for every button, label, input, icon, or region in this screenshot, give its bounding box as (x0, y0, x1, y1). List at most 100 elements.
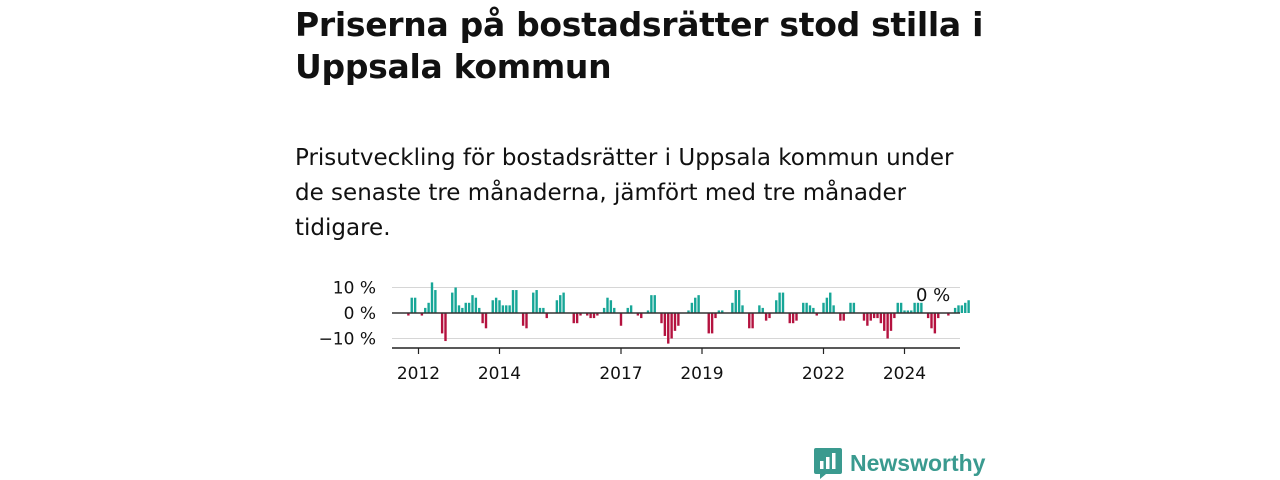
bar (491, 300, 494, 313)
bar (410, 297, 413, 313)
bar (930, 313, 933, 329)
bar (815, 313, 818, 316)
bar (808, 305, 812, 313)
bar (430, 282, 434, 313)
bar (538, 307, 542, 313)
y-tick-label: 0 % (344, 304, 376, 324)
bar (802, 302, 805, 313)
page-title: Priserna på bostadsrätter stod stilla i … (295, 5, 984, 86)
bar (650, 295, 653, 313)
bar (629, 305, 633, 313)
bar (481, 313, 484, 324)
bar (920, 302, 923, 313)
last-value-annotation: 0 % (916, 285, 950, 306)
bar (673, 313, 677, 331)
bar (812, 307, 815, 313)
bar (592, 313, 596, 319)
bar (555, 300, 559, 313)
bar (525, 313, 528, 329)
bar (872, 313, 876, 319)
bar (761, 307, 764, 313)
bar (670, 313, 673, 339)
bar (957, 305, 960, 313)
bar (535, 290, 538, 313)
bar (602, 307, 606, 313)
bar (532, 292, 535, 313)
bar (667, 313, 670, 344)
bar (434, 290, 437, 313)
bar (707, 313, 710, 334)
x-tick-label: 2017 (599, 364, 642, 384)
bar (545, 313, 548, 319)
bar (953, 307, 957, 313)
bar (454, 287, 457, 313)
bar (751, 313, 754, 329)
bar (636, 313, 640, 316)
bar (451, 292, 454, 313)
bar (832, 305, 835, 313)
bar (474, 297, 478, 313)
bar (926, 313, 930, 319)
bar (822, 302, 825, 313)
bar (788, 313, 791, 324)
bar (768, 313, 771, 319)
bar (640, 313, 643, 319)
bar (937, 313, 940, 319)
bar (478, 307, 481, 313)
bar (413, 297, 417, 313)
bar (748, 313, 751, 329)
y-tick-label: −10 % (319, 330, 376, 350)
bar (913, 302, 916, 313)
bar (764, 313, 768, 321)
bar (839, 313, 842, 321)
bar (494, 297, 498, 313)
bar (849, 302, 852, 313)
bar (842, 313, 845, 321)
bar (440, 313, 444, 334)
bar (660, 313, 663, 324)
brand-name: Newsworthy (850, 449, 986, 476)
bar (521, 313, 525, 326)
bar (467, 302, 471, 313)
x-tick-label: 2019 (680, 364, 723, 384)
bar (795, 313, 798, 321)
bar (896, 302, 899, 313)
bar (626, 307, 629, 313)
bar (461, 307, 464, 313)
bar (420, 313, 424, 316)
bar (731, 302, 734, 313)
bar (427, 302, 430, 313)
bar (967, 300, 970, 313)
bar (508, 305, 511, 313)
bar (424, 307, 427, 313)
bar (893, 313, 896, 319)
bar (619, 313, 623, 326)
bar (575, 313, 579, 324)
bar (737, 290, 741, 313)
x-tick-label: 2022 (802, 364, 845, 384)
y-tick-label: 10 % (333, 279, 376, 299)
x-tick-label: 2012 (397, 364, 440, 384)
bar (646, 310, 650, 313)
bar (505, 305, 508, 313)
bar (869, 313, 872, 321)
bar (559, 295, 562, 313)
bar (609, 300, 613, 313)
bar (677, 313, 680, 326)
bar (501, 305, 505, 313)
bar (444, 313, 447, 342)
bar (791, 313, 795, 324)
bar (572, 313, 575, 324)
bar (663, 313, 667, 336)
bar (829, 292, 832, 313)
bar (947, 313, 950, 316)
bar (407, 313, 410, 316)
bar (876, 313, 879, 319)
x-tick-label: 2024 (883, 364, 926, 384)
bar (721, 310, 724, 313)
bar (484, 313, 488, 329)
bar (903, 310, 906, 313)
bar-series (407, 282, 970, 344)
bar (879, 313, 883, 324)
